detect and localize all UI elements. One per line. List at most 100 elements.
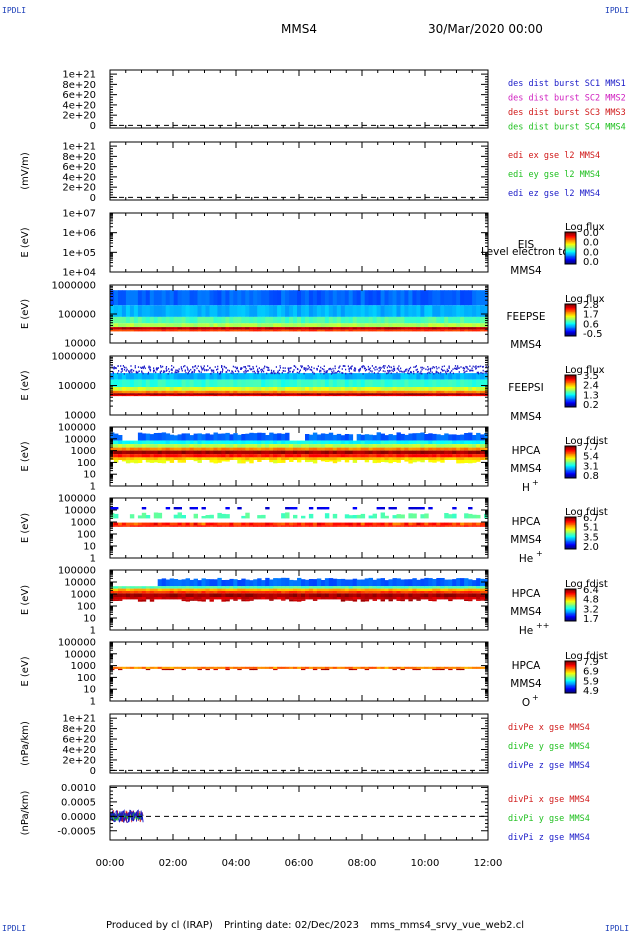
spectrogram-cell bbox=[118, 591, 123, 594]
spectrogram-speck bbox=[163, 370, 165, 372]
spectrogram-cell bbox=[448, 450, 453, 455]
spectrogram-cell bbox=[480, 387, 485, 391]
spectrogram-cell bbox=[217, 597, 222, 600]
spectrogram-speck bbox=[273, 372, 275, 375]
spectrogram-cell bbox=[360, 387, 366, 391]
spectrogram-cell bbox=[456, 440, 461, 445]
spectrogram-cell bbox=[476, 290, 481, 306]
spectrogram-cell bbox=[285, 586, 290, 589]
spectrogram-cell bbox=[121, 450, 127, 455]
spectrogram-cell bbox=[241, 390, 246, 394]
spectrogram-speck bbox=[317, 365, 319, 367]
spectrogram-cell bbox=[312, 666, 318, 669]
spectrogram-speck bbox=[393, 367, 396, 370]
spectrogram-cell bbox=[301, 305, 306, 317]
instrument-label: HPCA bbox=[512, 516, 542, 528]
spectrogram-cell bbox=[253, 329, 258, 332]
spectrogram-cell bbox=[328, 323, 334, 328]
y-tick-label: 1e+05 bbox=[62, 248, 96, 259]
spectrogram-cell bbox=[368, 327, 373, 330]
spectrogram-cell bbox=[384, 457, 389, 460]
spectrogram-speck bbox=[375, 366, 377, 368]
spectrogram-speck bbox=[171, 369, 173, 372]
spectrogram-cell bbox=[110, 305, 115, 317]
spectrogram-cell bbox=[440, 444, 445, 448]
spectrogram-cell bbox=[177, 329, 182, 332]
colorbar-segment bbox=[565, 257, 576, 259]
spectrogram-cell bbox=[384, 666, 389, 669]
spectrogram-cell bbox=[221, 290, 226, 306]
colorbar-segment bbox=[565, 447, 576, 449]
spectrogram-cell bbox=[360, 440, 366, 445]
spectrogram-cell bbox=[320, 580, 326, 587]
spectrogram-cell bbox=[253, 305, 258, 317]
y-tick-label: 0 bbox=[90, 766, 96, 777]
spectrogram-speck bbox=[445, 372, 447, 375]
spectrogram-cell bbox=[412, 513, 417, 519]
spectrogram-speck bbox=[420, 366, 422, 369]
colorbar-segment bbox=[565, 391, 576, 393]
spectrogram-cell bbox=[277, 525, 282, 527]
spectrogram-cell bbox=[368, 390, 373, 394]
colorbar-title: Log fdist bbox=[565, 507, 608, 518]
spectrogram-cell bbox=[416, 329, 421, 332]
spectrogram-speck bbox=[403, 370, 405, 373]
spectrogram-cell bbox=[372, 525, 377, 527]
spectrogram-cell bbox=[213, 597, 218, 600]
spectrogram-cell bbox=[201, 444, 206, 448]
spectrogram-cell bbox=[324, 586, 330, 589]
spectrogram-cell bbox=[356, 379, 362, 387]
spectrogram-cell bbox=[428, 454, 433, 458]
spectrogram-cell bbox=[332, 460, 338, 464]
spectrogram-cell bbox=[320, 440, 326, 445]
spectrogram-cell bbox=[217, 593, 222, 597]
spectrogram-cell bbox=[153, 447, 159, 451]
y-axis-label: E (eV) bbox=[20, 299, 31, 329]
spectrogram-cell bbox=[277, 316, 282, 324]
spectrogram-cell bbox=[484, 433, 489, 441]
spectrogram-cell bbox=[305, 393, 310, 395]
spectrogram-cell bbox=[412, 460, 417, 463]
spectrogram-cell bbox=[424, 666, 429, 669]
spectrogram-cell bbox=[384, 379, 389, 387]
spectrogram-cell bbox=[356, 329, 362, 332]
spectrogram-cell bbox=[265, 522, 270, 526]
spectrogram-cell bbox=[452, 434, 457, 441]
spectrogram-cell bbox=[320, 450, 326, 455]
spectrogram-speck bbox=[389, 370, 391, 372]
spectrogram-cell bbox=[114, 316, 119, 324]
spectrogram-cell bbox=[197, 327, 202, 330]
spectrogram-cell bbox=[416, 444, 421, 448]
y-tick-label: 6e+20 bbox=[62, 162, 96, 173]
spectrogram-cell bbox=[368, 434, 373, 441]
spectrogram-speck bbox=[170, 369, 172, 371]
spectrogram-cell bbox=[320, 387, 326, 391]
spectrogram-cell bbox=[420, 394, 425, 397]
spectrogram-cell bbox=[484, 327, 489, 330]
spectrogram-speck bbox=[328, 368, 330, 370]
spectrogram-speck bbox=[232, 372, 234, 374]
spectrogram-cell bbox=[376, 305, 381, 317]
spectrogram-cell bbox=[305, 450, 310, 455]
spectrogram-cell bbox=[241, 450, 246, 455]
spectrogram-cell bbox=[201, 525, 206, 527]
spectrogram-cell bbox=[364, 525, 370, 527]
y-tick-label: 100000 bbox=[58, 310, 96, 321]
spectrogram-cell bbox=[225, 305, 230, 317]
spectrogram-speck bbox=[221, 371, 223, 373]
spectrogram-speck bbox=[266, 372, 268, 375]
spectrogram-cell bbox=[332, 390, 338, 394]
spectrogram-speck bbox=[252, 370, 254, 373]
spectrogram-cell bbox=[468, 591, 473, 594]
colorbar-segment bbox=[565, 675, 576, 678]
spectrogram-speck bbox=[267, 366, 269, 369]
spectrogram-cell bbox=[416, 393, 421, 395]
spectrogram-cell bbox=[277, 433, 282, 441]
spectrogram-cell bbox=[225, 387, 230, 391]
spectrogram-speck bbox=[210, 369, 212, 371]
spectrogram-cell bbox=[129, 586, 135, 589]
spectrogram-cell bbox=[118, 379, 123, 387]
spectrogram-cell bbox=[133, 323, 139, 328]
species-charge-label: + bbox=[532, 478, 539, 487]
spectrogram-cell bbox=[472, 444, 477, 448]
